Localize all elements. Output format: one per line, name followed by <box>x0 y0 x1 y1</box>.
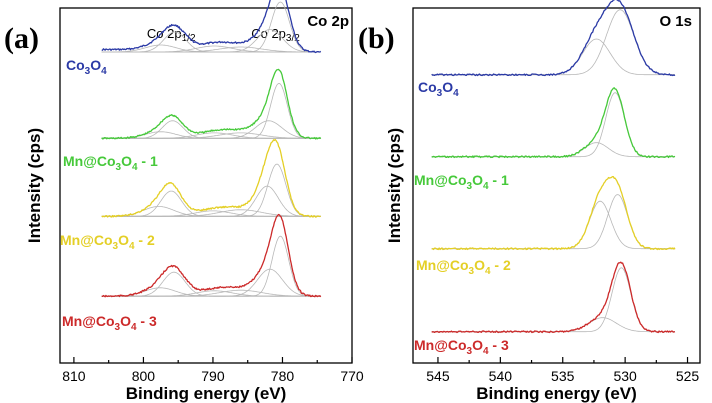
panel-label: (b) <box>358 22 395 55</box>
fit-component <box>431 267 675 333</box>
fit-component <box>101 44 321 53</box>
x-tick-label: 535 <box>551 368 575 384</box>
series-label: Co3O4 <box>66 57 107 77</box>
spectrum-line <box>101 68 322 140</box>
x-tick-label: 770 <box>340 368 364 384</box>
spectrum-line <box>101 138 322 218</box>
fit-component <box>101 45 321 53</box>
x-tick-label: 525 <box>676 368 700 384</box>
spectrum-line <box>431 87 676 159</box>
spectrum-line <box>101 0 322 54</box>
spectrum-line <box>101 213 322 298</box>
x-tick-label: 790 <box>201 368 225 384</box>
series-label: Mn@Co3O4 - 2 <box>416 257 511 277</box>
panel-b: 545 540 535 530 525 Binding energy (eV) Intens… <box>358 0 701 403</box>
y-axis-title: Intensity (cps) <box>385 128 404 243</box>
x-axis-title: Binding energy (eV) <box>476 384 637 403</box>
x-tick-label: 545 <box>426 368 450 384</box>
x-tick-label: 540 <box>489 368 513 384</box>
panel-label: (a) <box>4 22 39 55</box>
x-tick-label: 530 <box>613 368 637 384</box>
x-axis-title: Binding energy (eV) <box>126 384 287 403</box>
fit-component <box>431 194 675 250</box>
series-label: Mn@Co3O4 - 3 <box>62 313 157 333</box>
spectrum-line <box>431 0 676 77</box>
series-label: Co3O4 <box>418 79 459 99</box>
series-label: Mn@Co3O4 - 1 <box>414 172 509 192</box>
x-tick-label: 780 <box>271 368 295 384</box>
x-tick-label: 810 <box>62 368 86 384</box>
series-label: Mn@Co3O4 - 2 <box>60 232 155 252</box>
fit-component <box>431 92 675 158</box>
spectrum-line <box>431 261 676 334</box>
fit-component <box>431 9 675 76</box>
y-axis-title: Intensity (cps) <box>25 128 44 243</box>
fit-component <box>101 271 321 297</box>
panel-header: Co 2p <box>307 13 349 30</box>
fit-component <box>101 190 321 217</box>
spectrum-line <box>431 175 676 251</box>
fit-component <box>101 268 321 297</box>
series-label: Mn@Co3O4 - 3 <box>414 337 509 357</box>
plot-frame <box>412 7 701 364</box>
panel-a: 810 800 790 780 770 Binding energy (eV) Intens… <box>4 0 364 403</box>
fit-component <box>431 38 675 76</box>
x-tick-label: 800 <box>132 368 156 384</box>
peak-label: Co 2p1/2 <box>147 26 196 44</box>
series-label: Mn@Co3O4 - 1 <box>63 153 158 173</box>
panel-header: O 1s <box>659 13 692 30</box>
plot-frame <box>59 7 353 364</box>
